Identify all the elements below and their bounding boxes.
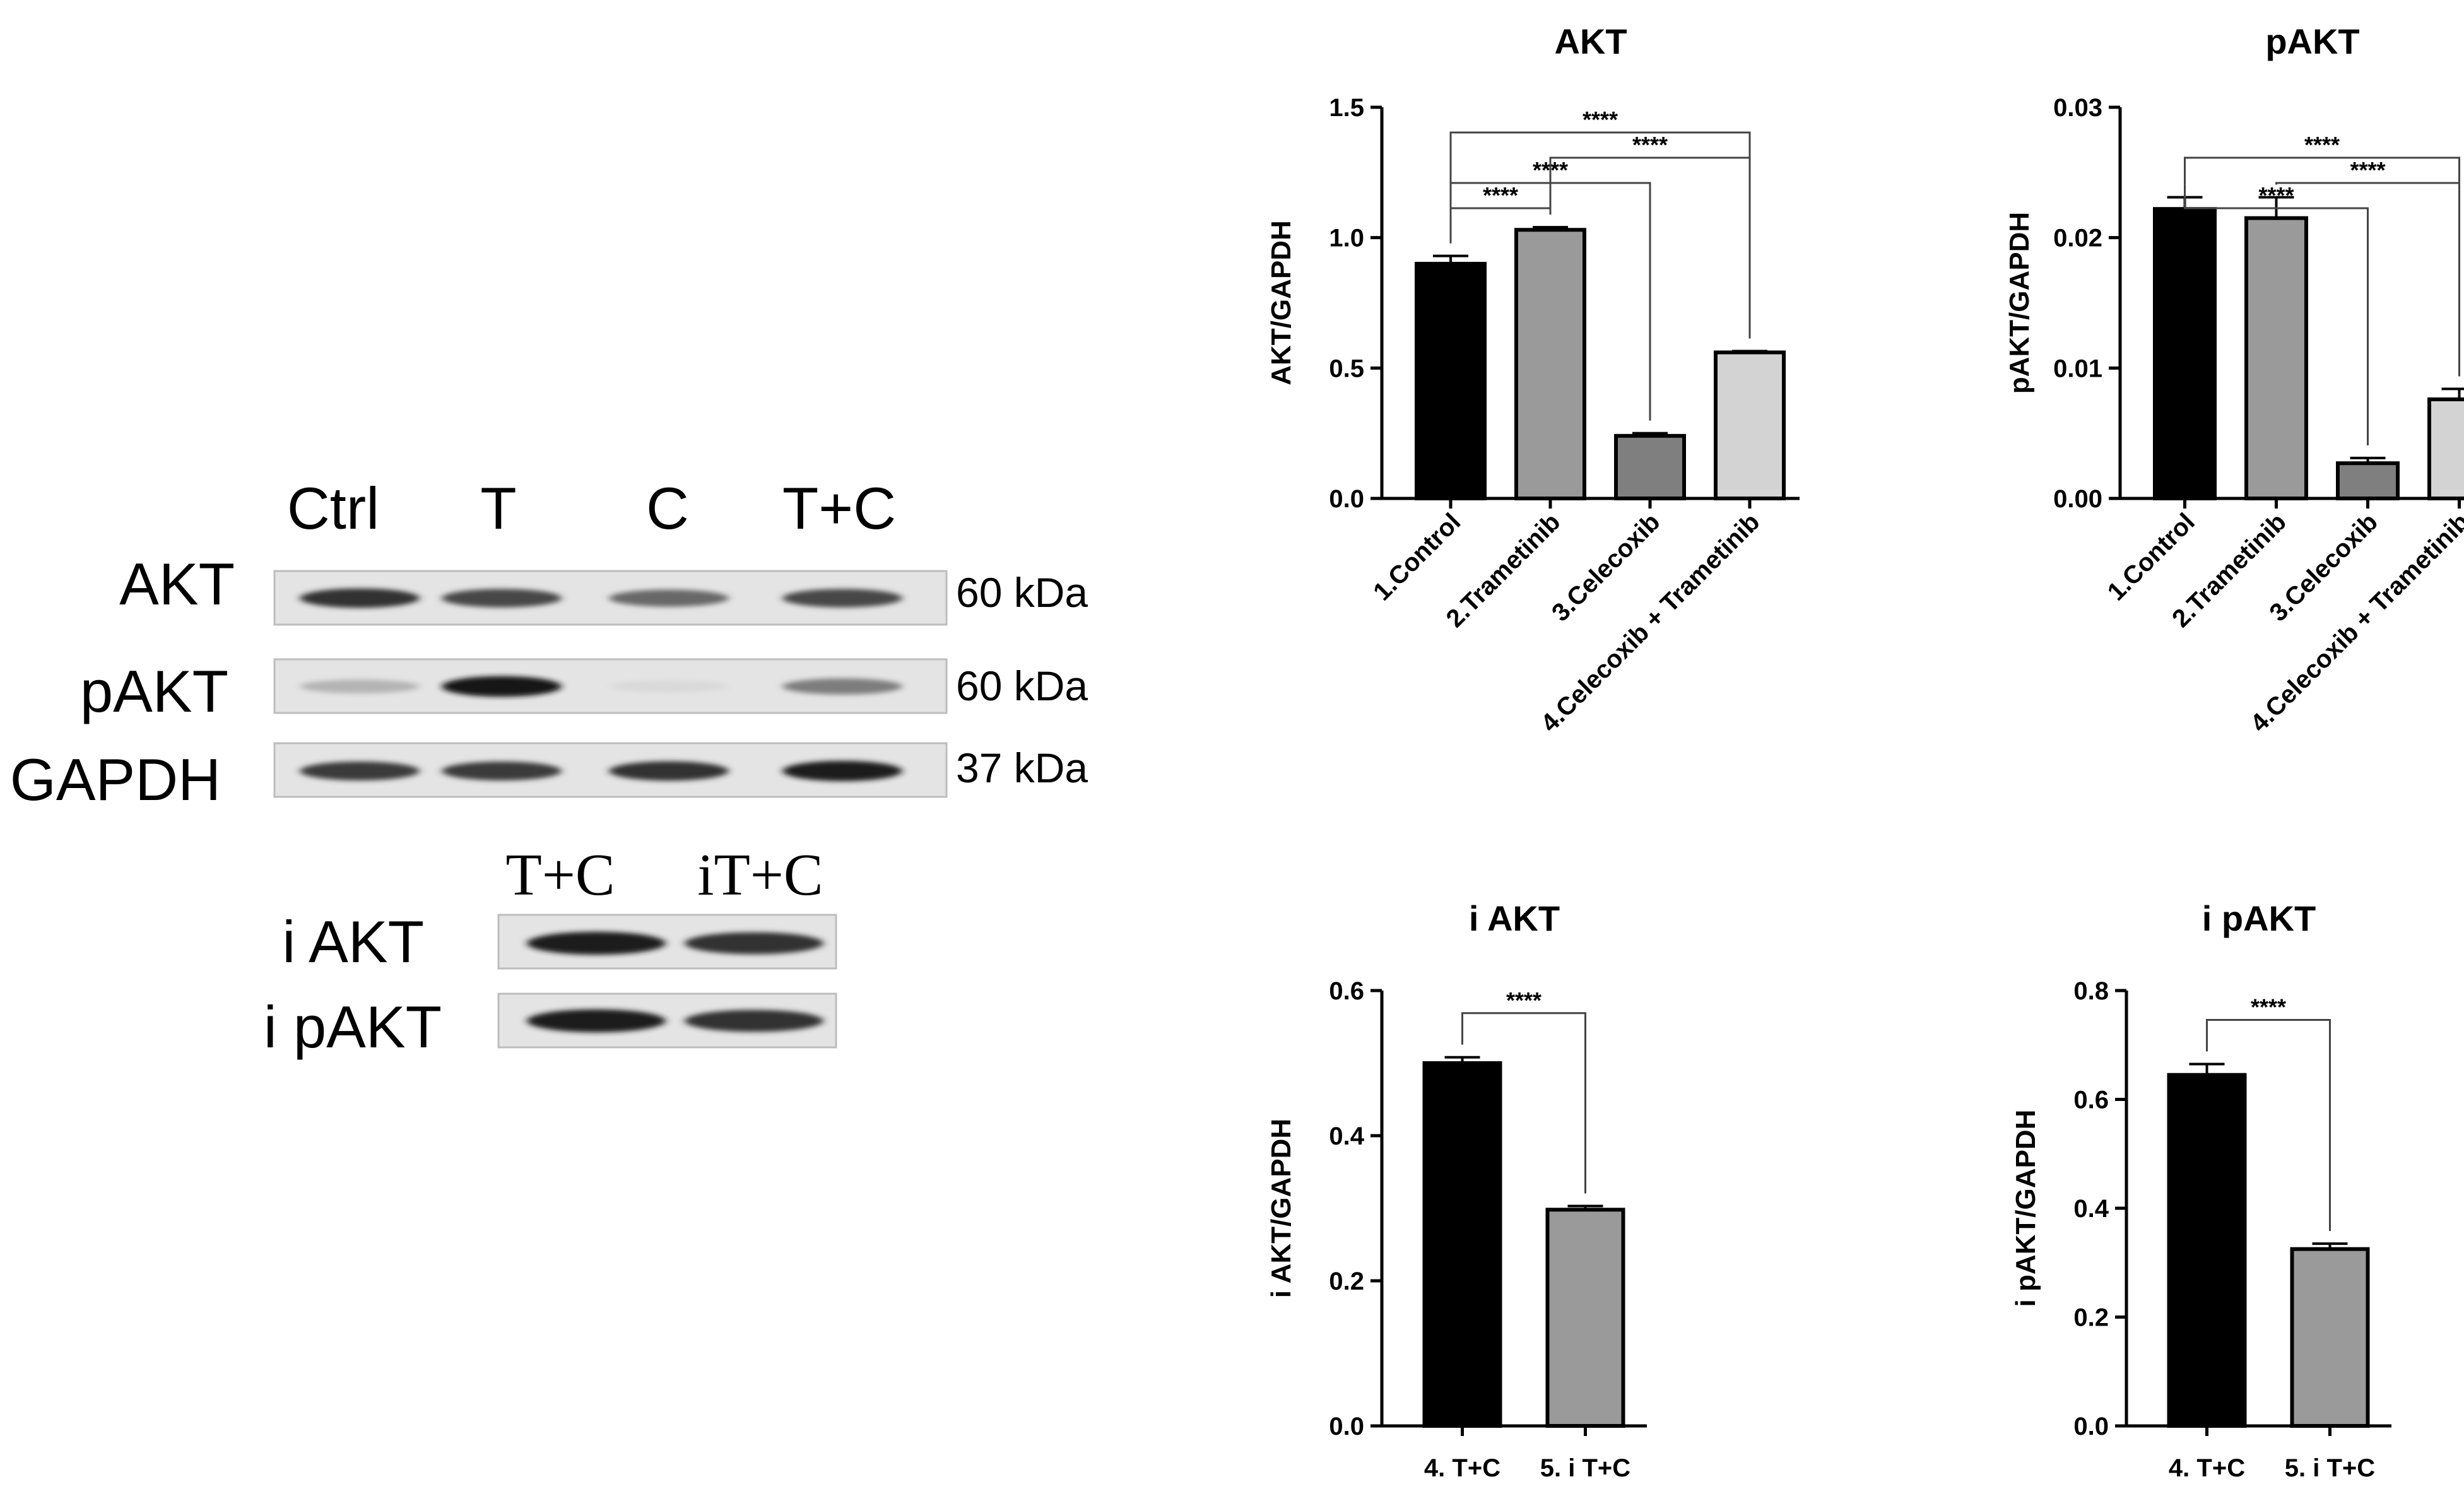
chart-title: AKT [1554,21,1627,61]
blot-band [527,1009,666,1033]
y-tick-label: 0.00 [2053,485,2102,513]
bar [1714,350,1786,500]
bar [2153,207,2217,500]
chart-svg: pAKT0.000.010.020.03pAKT/GAPDH1.Control2… [2004,21,2464,738]
significance-bracket [2206,1018,2331,1232]
chart-title: pAKT [2265,21,2359,61]
y-tick-label: 0.02 [2053,225,2102,252]
x-tick-label: 4. T+C [2169,1454,2245,1482]
blot-band [609,589,729,607]
blot-band [609,680,729,693]
western-blot-panel: Ctrl T C T+C AKT pAKT GAPDH 60 kDa 60 kD… [10,475,1088,1060]
chart-svg: i AKT 0.0 0.2 0.4 0.6 i AKT/GAPDH 4. T+C 5. i T… [1266,898,1647,1482]
bar [1415,262,1487,500]
y-tick-label: 0.2 [2073,1304,2109,1332]
bar [2167,1073,2247,1428]
significance-label: **** [2258,182,2294,208]
chart-akt: AKT 0.0 0.5 1.0 1.5 AKT/GAPDH 1.Control 2.Trame… [1174,0,1836,820]
blot-band [300,680,420,693]
blot-band [527,931,666,955]
significance-label: **** [2350,157,2385,183]
blot-band [442,762,562,780]
significance-label: **** [1506,987,1541,1013]
y-tick-label: 0.5 [1329,355,1364,382]
blot-label-i-pakt: i pAKT [264,994,442,1060]
significance-label: **** [1483,182,1518,208]
bar [1422,1061,1502,1428]
size-label-gapdh: 37 kDa [956,744,1088,791]
bar [1514,228,1586,500]
x-tick-label: 5. i T+C [1540,1454,1630,1482]
significance-label: **** [1583,107,1618,132]
size-label-akt: 60 kDa [956,569,1088,616]
bar [1614,433,1686,500]
significance-bracket [1449,131,1751,339]
lane-label-bottom-it-plus-c: iT+C [697,842,823,908]
chart-svg: AKT0.00.51.01.5AKT/GAPDH1.Control2.Trame… [1266,21,1800,738]
blot-band [609,761,729,781]
y-axis-label: pAKT/GAPDH [2004,212,2035,394]
y-tick-label: 1.0 [1329,225,1364,252]
chart-i-pakt: i pAKT 0.0 0.2 0.4 0.6 0.8 i pAKT/GAPDH 4. T+C 5… [1849,883,2417,1489]
bar [2427,397,2464,501]
lane-label-ctrl: Ctrl [287,475,379,541]
blot-label-gapdh: GAPDH [10,746,221,813]
chart-pakt: pAKT 0.00 0.01 0.02 0.03 pAKT/GAPDH 1.Control 2… [1842,0,2464,820]
y-tick-label: 0.6 [1329,977,1364,1005]
y-tick-label: 0.4 [2073,1195,2109,1223]
y-tick-label: 0.0 [1329,1413,1364,1440]
blot-band [782,678,902,695]
y-axis-label: i pAKT/GAPDH [2010,1110,2041,1307]
lane-label-t-plus-c: T+C [782,475,896,541]
y-tick-label: 0.0 [2073,1413,2109,1440]
x-tick-label: 1.Control [1368,508,1466,606]
significance-label: **** [2251,994,2286,1020]
bar [2336,461,2400,501]
blot-label-i-akt: i AKT [282,909,424,975]
lane-label-c: C [646,475,689,541]
y-tick-label: 0.4 [1329,1122,1364,1150]
bottom-blot-bands [527,931,823,1033]
chart-title: i pAKT [2202,898,2316,938]
significance-bracket [2184,184,2369,445]
lane-label-t: T [480,475,516,541]
significance-label: **** [2304,132,2340,158]
chart-svg: i pAKT 0.0 0.2 0.4 0.6 0.8 i pAKT/GAPDH 4. T+C 5… [2010,898,2391,1482]
y-tick-label: 0.6 [2073,1086,2109,1114]
blot-band [685,1009,823,1032]
chart-title: i AKT [1469,898,1560,938]
y-tick-label: 1.5 [1329,94,1364,122]
blot-label-akt: AKT [119,551,235,617]
blot-band [782,589,902,608]
blot-band [300,588,420,608]
y-tick-label: 0.2 [1329,1268,1364,1295]
blot-label-pakt: pAKT [80,658,228,724]
x-tick-label: 4. T+C [1424,1454,1500,1482]
bar [2244,216,2308,500]
top-blot-bands [300,588,902,782]
significance-bracket [1461,1012,1586,1194]
blot-band [685,932,823,955]
blot-band [442,676,562,697]
x-tick-label: 5. i T+C [2285,1454,2375,1482]
size-label-pakt: 60 kDa [956,662,1088,709]
blot-band [300,762,420,780]
blot-band [782,760,902,782]
y-axis-label: i AKT/GAPDH [1266,1119,1297,1298]
y-axis-label: AKT/GAPDH [1266,220,1297,385]
y-tick-label: 0.0 [1329,485,1364,513]
bar [1545,1208,1625,1428]
significance-label: **** [1632,132,1668,158]
y-tick-label: 0.01 [2053,355,2102,382]
lane-label-bottom-t-plus-c: T+C [505,842,615,908]
significance-bracket [2184,156,2460,377]
blot-band [442,589,562,608]
y-tick-label: 0.03 [2053,94,2102,122]
bar [2290,1247,2370,1428]
chart-i-akt: i AKT 0.0 0.2 0.4 0.6 i AKT/GAPDH 4. T+C 5. i T… [1256,883,1824,1489]
y-tick-label: 0.8 [2073,977,2109,1005]
x-tick-label: 1.Control [2102,508,2200,606]
